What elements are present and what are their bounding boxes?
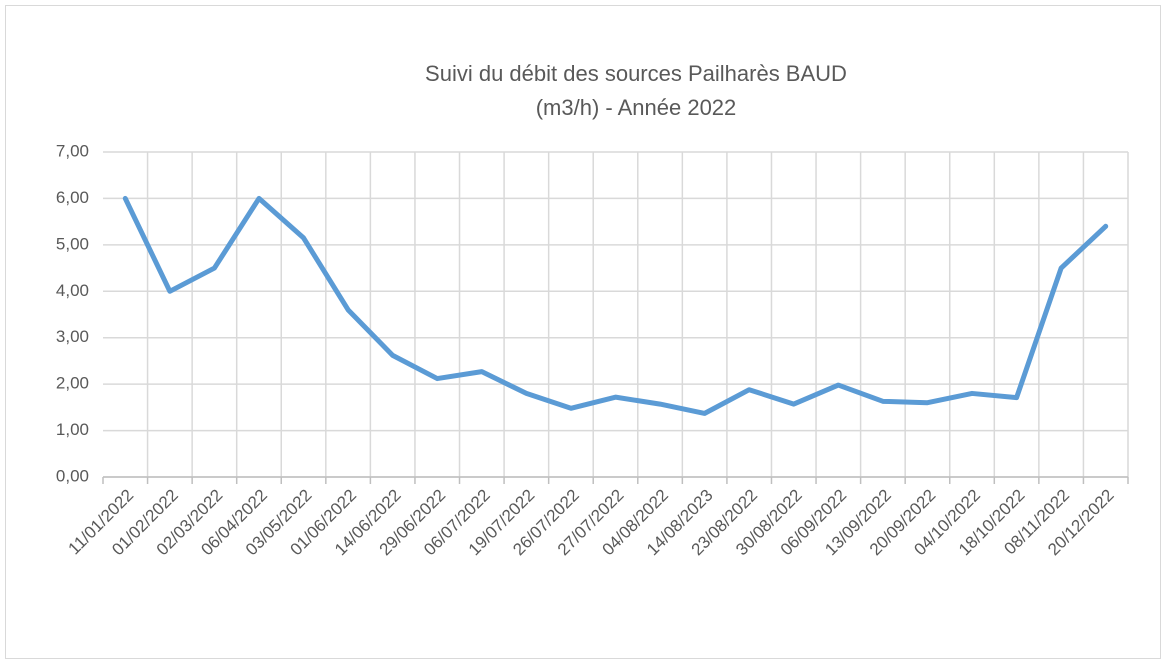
- chart-border: [5, 5, 1161, 659]
- y-tick-label: 2,00: [56, 374, 89, 393]
- y-tick-label: 6,00: [56, 188, 89, 207]
- chart-title: (m3/h) - Année 2022: [536, 95, 737, 120]
- chart-title: Suivi du débit des sources Pailharès BAU…: [425, 61, 847, 86]
- y-tick-label: 4,00: [56, 281, 89, 300]
- y-tick-label: 0,00: [56, 466, 89, 485]
- y-tick-label: 3,00: [56, 327, 89, 346]
- y-tick-label: 1,00: [56, 420, 89, 439]
- y-tick-label: 5,00: [56, 234, 89, 253]
- y-tick-label: 7,00: [56, 141, 89, 160]
- data-line: [122, 195, 1109, 416]
